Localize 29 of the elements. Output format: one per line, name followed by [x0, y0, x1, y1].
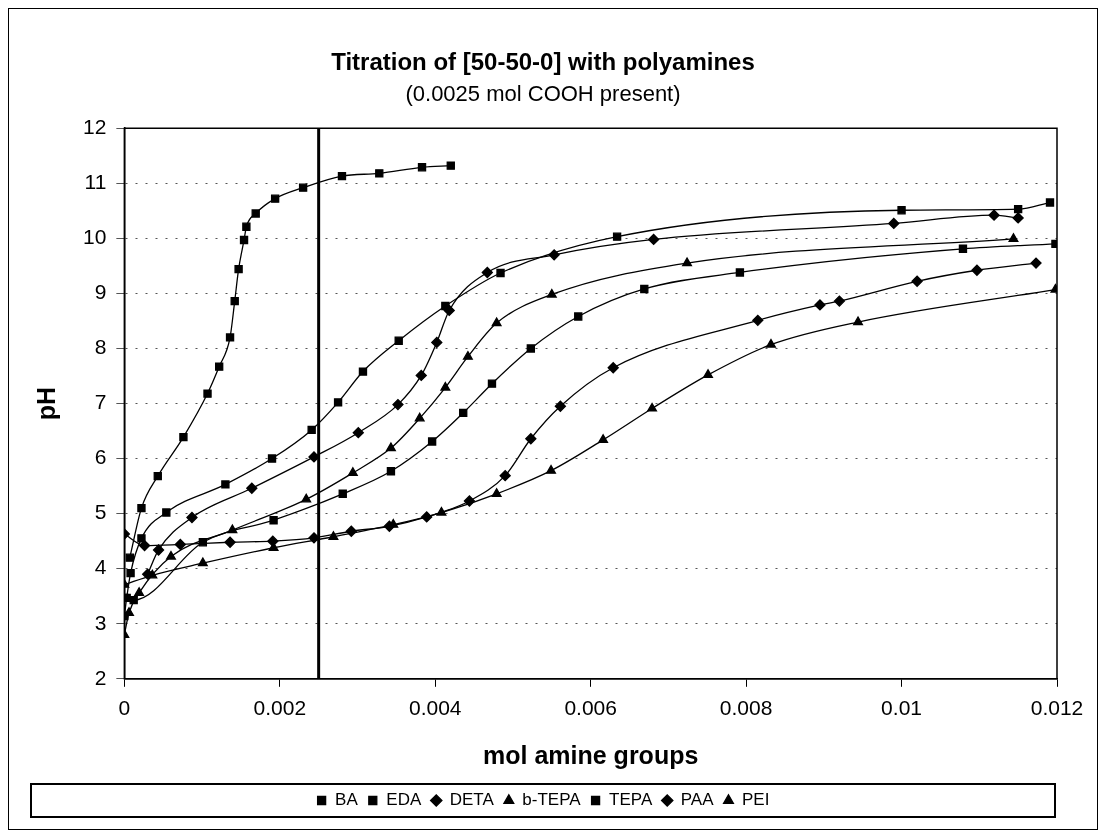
- legend-label: EDA: [386, 790, 422, 810]
- legend-label: PAA: [680, 790, 715, 810]
- y-tick-label: 3: [94, 610, 107, 634]
- x-tick-label: 0.002: [253, 696, 307, 720]
- y-tick-label: 2: [94, 665, 107, 689]
- y-tick-label: 4: [94, 555, 107, 579]
- x-tick-label: 0.012: [1030, 696, 1084, 720]
- y-tick-label: 7: [94, 390, 107, 414]
- y-tick-label: 11: [84, 170, 107, 194]
- y-tick-label: 6: [94, 445, 107, 469]
- y-tick-label: 8: [94, 335, 107, 359]
- y-axis-title: pH: [31, 386, 60, 421]
- legend-label: DETA: [449, 790, 495, 810]
- x-tick-label: 0: [118, 696, 131, 720]
- chart-subtitle: (0.0025 mol COOH present): [405, 81, 681, 107]
- legend-label: BA: [335, 790, 359, 810]
- legend-label: b-TEPA: [522, 790, 582, 810]
- y-tick-label: 5: [94, 500, 107, 524]
- y-tick-label: 12: [83, 115, 107, 138]
- x-tick-label: 0.008: [719, 696, 773, 720]
- legend-label: PEI: [741, 790, 770, 810]
- x-tick-label: 0.006: [564, 696, 617, 720]
- x-tick-label: 0.004: [408, 696, 462, 720]
- x-axis-title: mol amine groups: [483, 740, 699, 769]
- y-tick-label: 10: [83, 225, 107, 249]
- y-tick-label: 9: [94, 280, 107, 304]
- chart-title: Titration of [50-50-0] with polyamines: [331, 48, 755, 76]
- x-tick-label: 0.01: [881, 696, 922, 720]
- legend-label: TEPA: [609, 790, 653, 810]
